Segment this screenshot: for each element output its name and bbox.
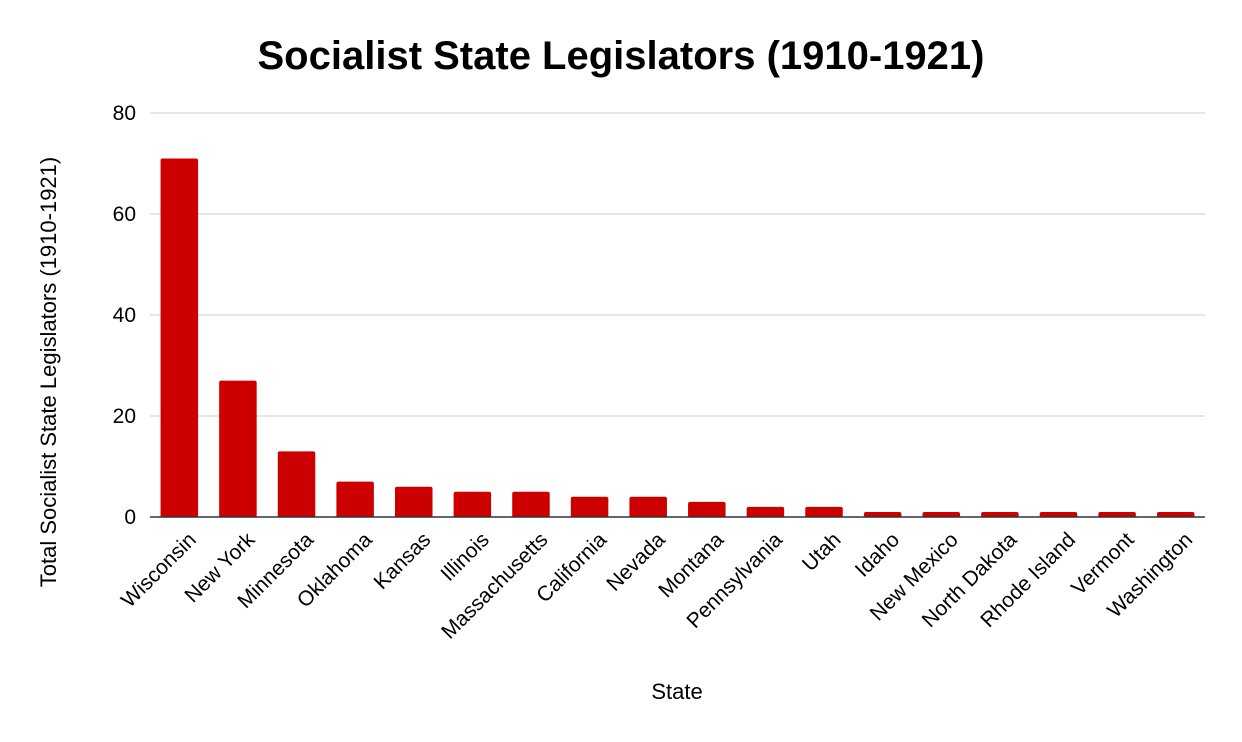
bar-wisconsin xyxy=(160,158,199,517)
bar-pennsylvania xyxy=(746,506,785,517)
bar-utah xyxy=(805,506,843,517)
x-tick-label: Illinois xyxy=(436,528,494,586)
y-tick-label: 60 xyxy=(113,203,136,226)
bar-oklahoma xyxy=(336,481,374,517)
bar-north-dakota xyxy=(981,511,1019,517)
bar-illinois xyxy=(453,491,492,517)
y-tick-label: 0 xyxy=(124,506,136,529)
x-tick-label: Idaho xyxy=(851,528,904,581)
bar-minnesota xyxy=(277,451,316,517)
bar-idaho xyxy=(863,511,902,517)
bar-kansas xyxy=(394,486,433,517)
y-tick-label: 40 xyxy=(113,304,136,327)
bar-washington xyxy=(1156,511,1195,517)
bar-montana xyxy=(688,501,726,517)
bar-new-mexico xyxy=(922,511,961,517)
x-axis-title: State xyxy=(651,679,702,704)
bars xyxy=(160,158,1195,517)
x-tick-label: Massachusetts xyxy=(437,528,552,643)
bar-california xyxy=(570,496,609,517)
bar-rhode-island xyxy=(1039,511,1078,517)
bar-vermont xyxy=(1098,511,1136,517)
y-axis-title: Total Socialist State Legislators (1910-… xyxy=(36,157,61,587)
y-tick-label: 80 xyxy=(113,102,136,125)
bar-nevada xyxy=(629,496,667,517)
gridlines xyxy=(150,112,1205,417)
x-tick-label: Utah xyxy=(798,528,846,576)
bar-massachusetts xyxy=(512,491,550,517)
y-tick-label: 20 xyxy=(113,405,136,428)
x-tick-label: Kansas xyxy=(369,528,435,594)
chart-title: Socialist State Legislators (1910-1921) xyxy=(258,34,985,78)
bar-new-york xyxy=(219,380,257,517)
y-axis-ticks: 0 20 40 60 80 xyxy=(113,102,136,529)
